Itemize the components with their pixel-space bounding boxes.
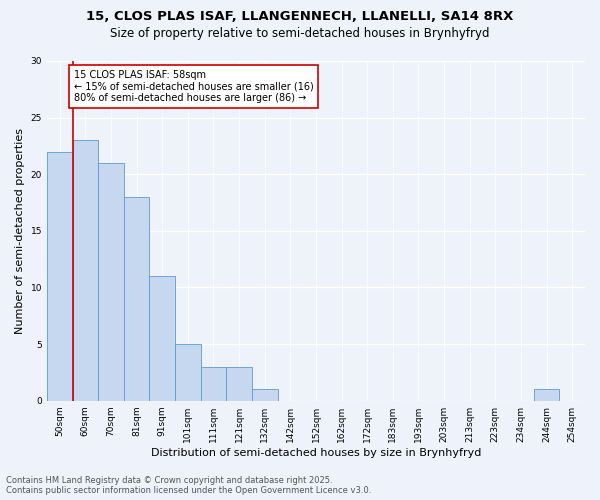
Y-axis label: Number of semi-detached properties: Number of semi-detached properties xyxy=(15,128,25,334)
Bar xyxy=(252,390,278,400)
Text: 15 CLOS PLAS ISAF: 58sqm
← 15% of semi-detached houses are smaller (16)
80% of s: 15 CLOS PLAS ISAF: 58sqm ← 15% of semi-d… xyxy=(74,70,314,103)
Text: Contains HM Land Registry data © Crown copyright and database right 2025.
Contai: Contains HM Land Registry data © Crown c… xyxy=(6,476,371,495)
Bar xyxy=(226,366,252,400)
Bar xyxy=(200,366,226,400)
Bar xyxy=(124,197,149,400)
X-axis label: Distribution of semi-detached houses by size in Brynhyfryd: Distribution of semi-detached houses by … xyxy=(151,448,481,458)
Bar xyxy=(98,163,124,400)
Bar xyxy=(534,390,559,400)
Bar xyxy=(149,276,175,400)
Bar xyxy=(47,152,73,400)
Bar xyxy=(73,140,98,400)
Text: 15, CLOS PLAS ISAF, LLANGENNECH, LLANELLI, SA14 8RX: 15, CLOS PLAS ISAF, LLANGENNECH, LLANELL… xyxy=(86,10,514,23)
Text: Size of property relative to semi-detached houses in Brynhyfryd: Size of property relative to semi-detach… xyxy=(110,28,490,40)
Bar xyxy=(175,344,200,401)
